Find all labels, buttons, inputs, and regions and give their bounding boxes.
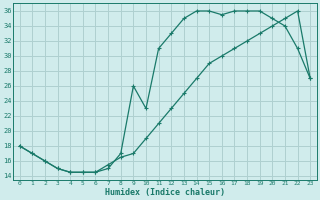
X-axis label: Humidex (Indice chaleur): Humidex (Indice chaleur)	[105, 188, 225, 197]
